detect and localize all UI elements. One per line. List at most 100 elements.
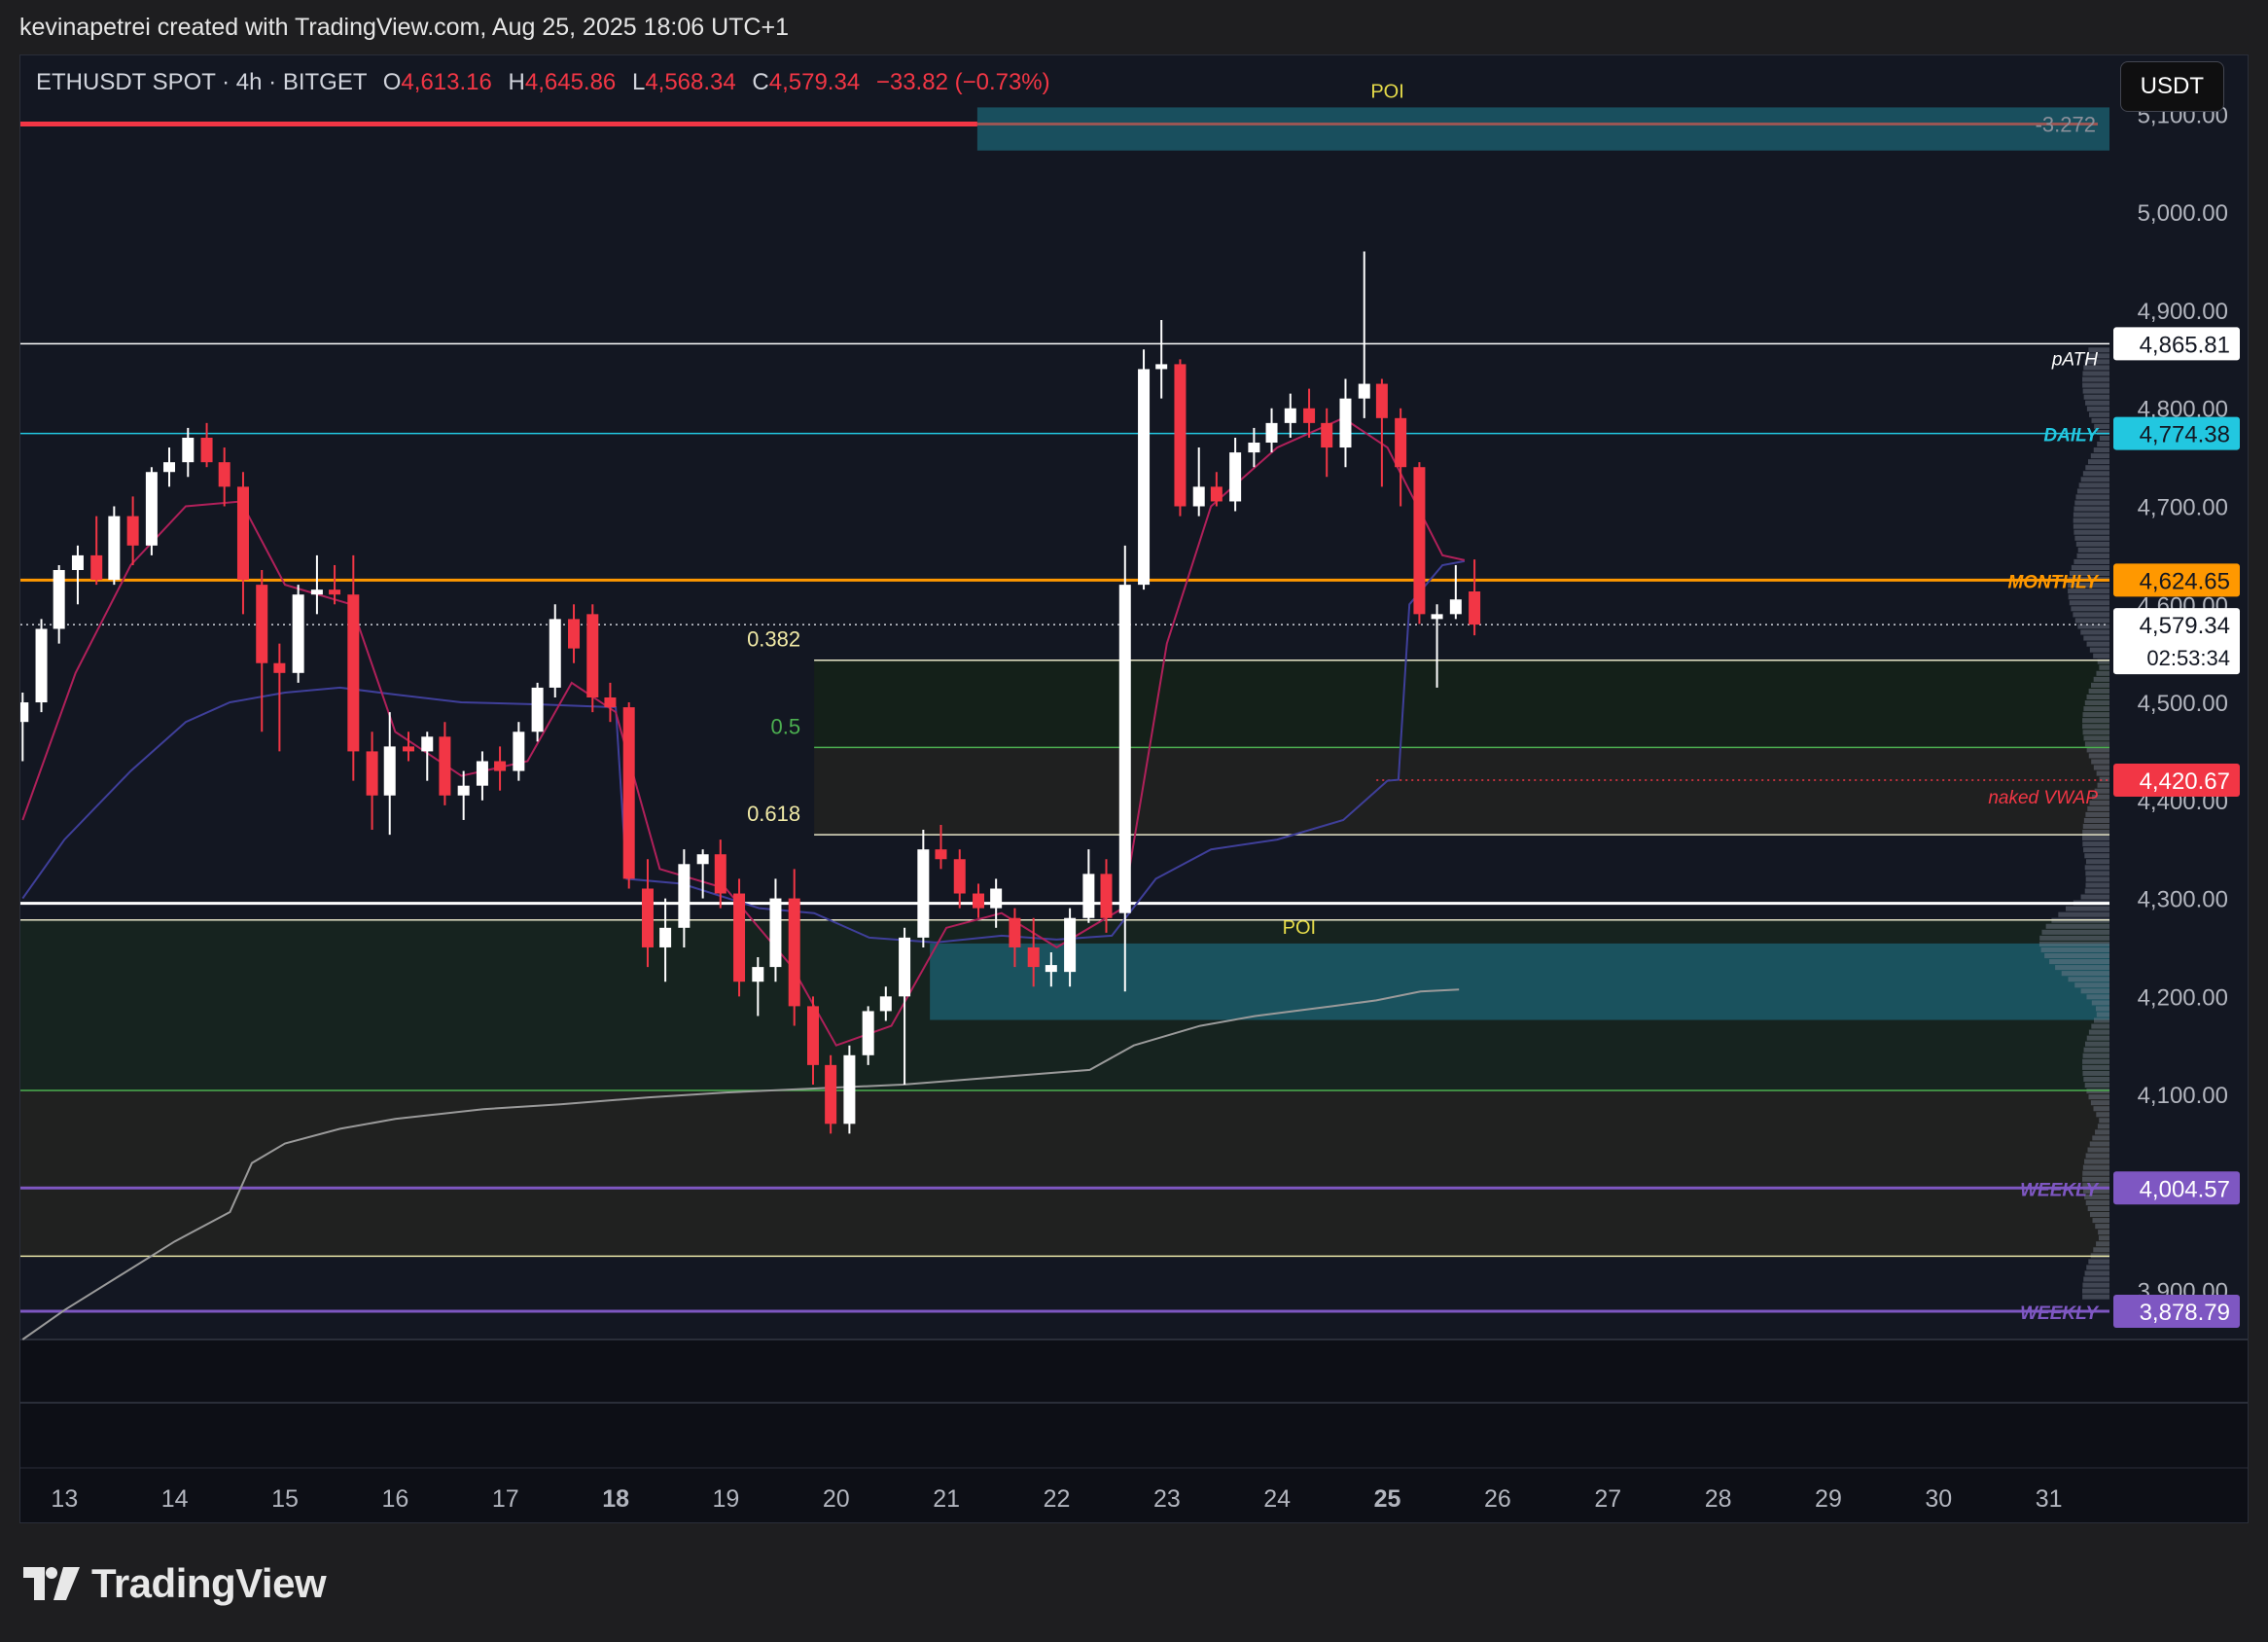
time-tick-label: 25 (1374, 1485, 1401, 1513)
volume-profile-bar (2084, 700, 2109, 706)
volume-profile-bar (2091, 417, 2109, 423)
time-tick-label: 30 (1925, 1485, 1952, 1513)
time-tick-label: 15 (271, 1485, 299, 1513)
volume-profile-bar (2085, 859, 2109, 865)
volume-profile-bar (2049, 959, 2109, 965)
volume-profile-bar (2073, 523, 2109, 529)
volume-profile-bar (2087, 1147, 2109, 1153)
poi-label-2: POI (1283, 917, 1316, 939)
fib-label-0.382: 0.382 (747, 627, 800, 652)
volume-profile-bar (2080, 629, 2109, 635)
volume-profile-bar (2075, 494, 2109, 500)
time-tick-label: 23 (1153, 1485, 1181, 1513)
last-price-tag-bg (2113, 608, 2240, 675)
volume-profile-bar (2077, 624, 2109, 629)
volume-profile-bar (2084, 853, 2109, 859)
candle-body (990, 888, 1003, 909)
volume-profile-bar (2082, 830, 2109, 836)
volume-profile-bar (2093, 447, 2109, 453)
volume-profile-bar (2082, 712, 2109, 718)
candle-body (973, 893, 985, 909)
candle-body (1469, 591, 1481, 625)
candle-body (549, 619, 561, 688)
volume-profile-bar (2073, 518, 2109, 523)
chart-credit: kevinapetrei created with TradingView.co… (19, 14, 789, 41)
candle-body (1118, 585, 1131, 913)
volume-profile-bar (2094, 423, 2109, 429)
chart-canvas[interactable]: 0.382 0.5 0.618 POI POI -3.272 pATH DAILY MONTHL… (20, 55, 2249, 1523)
candle-body (953, 859, 966, 894)
price-tick-label: 4,200.00 (2138, 984, 2228, 1011)
candle-body (733, 893, 746, 982)
volume-profile-bar (2078, 482, 2109, 488)
volume-profile-bar (2074, 500, 2109, 506)
tradingview-logo[interactable]: TradingView (23, 1560, 327, 1607)
volume-profile-bar (2083, 706, 2109, 712)
volume-profile-bar (2087, 459, 2109, 465)
candle-body (439, 736, 451, 796)
long-ma-line (21, 988, 1460, 1340)
path-label: pATH (2051, 349, 2098, 370)
volume-profile-bar (2082, 1294, 2109, 1300)
candle-body (366, 751, 378, 796)
time-tick-label: 16 (381, 1485, 408, 1513)
volume-profile-bar (2082, 1053, 2109, 1058)
candle-body (1045, 965, 1057, 973)
candle-body (421, 736, 434, 752)
volume-profile-bar (2088, 347, 2109, 353)
naked-vwap-label: naked VWAP (1988, 788, 2098, 808)
volume-profile-bar (2083, 1276, 2109, 1282)
candle-body (310, 589, 323, 595)
candle-body (256, 585, 268, 663)
candle-body (383, 746, 396, 796)
symbol-title[interactable]: ETHUSDT SPOT · 4h · BITGET (36, 69, 368, 95)
currency-button[interactable]: USDT (2119, 61, 2224, 112)
weekly-price-tag-2-bg (2113, 1294, 2240, 1328)
last-price-tag: 4,579.34 (2140, 613, 2230, 639)
ema-line (21, 416, 1466, 1047)
volume-profile-bar (2086, 1265, 2109, 1270)
candle-body (145, 472, 158, 546)
volume-profile-bar (2088, 1029, 2109, 1035)
volume-profile-bar (2083, 735, 2109, 741)
high-value: 4,645.86 (524, 69, 617, 95)
volume-profile-bar (2093, 1106, 2109, 1112)
volume-profile-bar (2082, 371, 2109, 376)
candle-body (1303, 408, 1316, 423)
candle-body (1174, 364, 1187, 507)
volume-profile-bar (2091, 794, 2109, 800)
volume-profile-bar (2082, 1170, 2109, 1176)
time-tick-label: 27 (1594, 1485, 1621, 1513)
volume-profile-bar (2076, 553, 2109, 558)
candle-body (218, 462, 230, 487)
candle-body (35, 628, 48, 703)
volume-profile-bar (2092, 1135, 2109, 1141)
volume-profile-bar (2082, 1288, 2109, 1294)
volume-profile-bar (2082, 836, 2109, 841)
volume-profile-bar (2096, 429, 2109, 435)
volume-profile-bar (2086, 353, 2109, 359)
volume-profile-bar (2073, 612, 2109, 618)
volume-profile-bar (2083, 394, 2109, 400)
volume-profile-bar (2096, 1112, 2109, 1118)
volume-profile-bar (2088, 1094, 2109, 1100)
candle-body (769, 898, 782, 968)
volume-profile-bar (2080, 477, 2109, 482)
symbol-legend[interactable]: ETHUSDT SPOT · 4h · BITGET O4,613.16 H4,… (36, 69, 1050, 96)
tradingview-wordmark: TradingView (91, 1560, 327, 1606)
candle-body (1449, 599, 1462, 615)
candle-body (292, 594, 304, 673)
volume-profile-bar (2089, 1141, 2109, 1147)
volume-profile-bar (2089, 1212, 2109, 1218)
volume-profile-bar (2099, 776, 2109, 782)
candle-body (825, 1064, 837, 1124)
time-tick-label: 29 (1815, 1485, 1842, 1513)
volume-profile-bar (2086, 694, 2109, 700)
volume-profile-bar (2085, 882, 2109, 888)
candle-body (494, 761, 507, 771)
candle-body (604, 697, 617, 708)
chart-panel[interactable]: 0.382 0.5 0.618 POI POI -3.272 pATH DAILY MONTHL… (19, 54, 2249, 1523)
candle-body (1100, 874, 1113, 918)
volume-profile-bar (2071, 606, 2109, 612)
volume-profile-bar (2068, 589, 2109, 594)
